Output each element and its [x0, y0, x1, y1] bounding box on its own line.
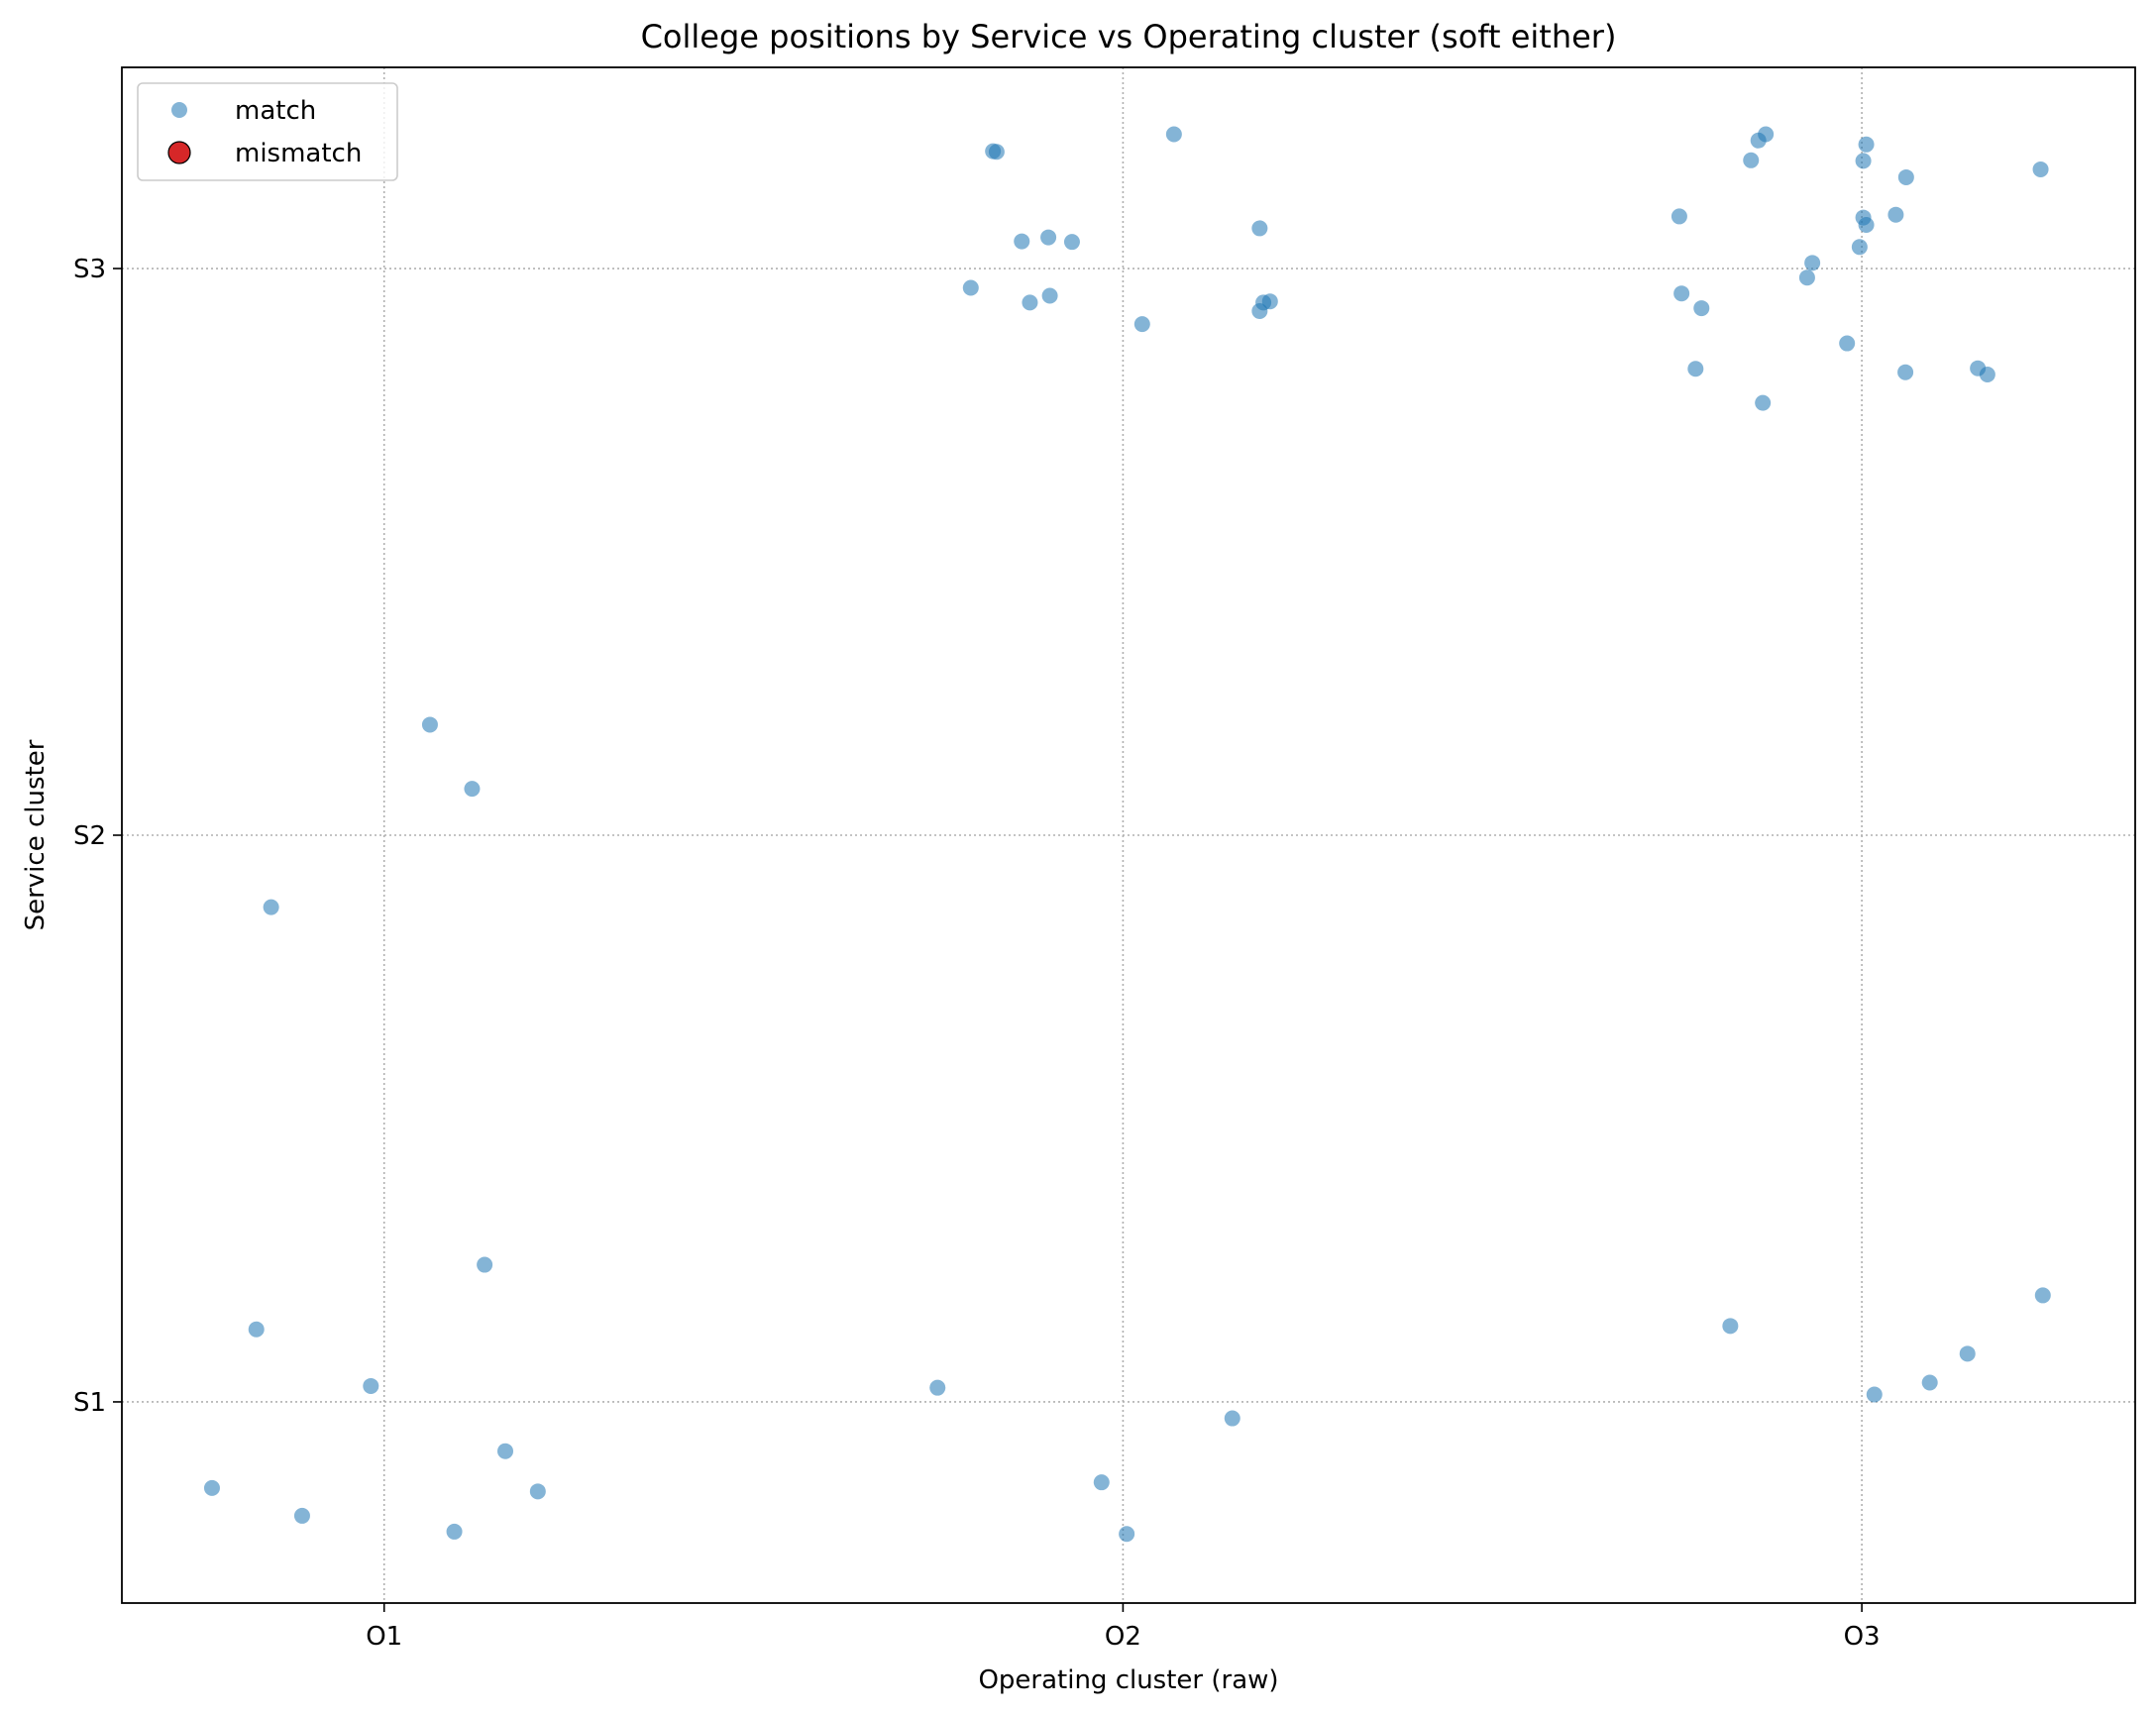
data-point-match — [988, 144, 1005, 161]
data-point-match — [1743, 152, 1760, 168]
data-point-match — [1858, 136, 1875, 153]
data-point-match — [446, 1523, 463, 1540]
data-point-match — [1866, 1386, 1883, 1403]
data-point-match — [1014, 233, 1030, 250]
data-point-match — [1041, 287, 1058, 304]
data-point-match — [2034, 1287, 2051, 1304]
data-point-match — [1755, 394, 1772, 411]
data-point-match — [1722, 1318, 1739, 1335]
data-point-match — [1758, 126, 1775, 143]
data-point-match — [1887, 206, 1904, 223]
data-point-match — [1165, 126, 1182, 143]
data-point-match — [1687, 361, 1704, 377]
data-point-match — [497, 1443, 514, 1459]
data-point-match — [1858, 217, 1875, 234]
grid-lines — [122, 67, 2135, 1603]
y-tick-label: S2 — [73, 821, 106, 851]
legend-label-match: match — [235, 96, 316, 126]
data-point-match — [1979, 367, 1995, 382]
legend: match mismatch — [137, 82, 398, 181]
y-tick-label: S1 — [73, 1388, 106, 1418]
data-point-match — [1693, 300, 1710, 317]
data-point-match — [1855, 153, 1872, 169]
legend-marker-mismatch — [167, 141, 191, 164]
x-tick-label: O3 — [1844, 1622, 1881, 1652]
data-point-match — [263, 899, 279, 915]
data-point-match — [1921, 1374, 1938, 1391]
data-point-match — [1093, 1474, 1110, 1491]
data-point-match — [464, 781, 481, 798]
data-point-match — [1022, 294, 1038, 311]
data-point-match — [1959, 1345, 1976, 1362]
data-point-match — [1224, 1410, 1240, 1427]
data-point-match — [529, 1483, 546, 1500]
legend-box — [137, 82, 398, 181]
data-point-match — [962, 279, 979, 296]
data-point-match — [2032, 161, 2049, 177]
x-axis-ticks: O1 O2 O3 — [366, 1603, 1881, 1652]
data-point-match — [203, 1479, 220, 1496]
data-point-match — [1673, 285, 1690, 302]
data-point-match — [1839, 335, 1856, 352]
y-axis-ticks: S1 S2 S3 — [73, 255, 122, 1418]
data-points — [203, 126, 2051, 1543]
data-point-match — [1897, 364, 1914, 380]
data-point-match — [1251, 220, 1268, 237]
data-point-match — [1897, 168, 1914, 185]
data-point-match — [477, 1256, 493, 1273]
legend-marker-match — [171, 102, 187, 118]
data-point-match — [1851, 239, 1868, 256]
data-point-match — [1133, 316, 1150, 333]
data-point-match — [248, 1321, 265, 1338]
data-point-match — [1798, 269, 1815, 286]
data-point-match — [929, 1379, 946, 1396]
x-tick-label: O1 — [366, 1622, 402, 1652]
data-point-match — [1804, 255, 1821, 271]
data-point-match — [1063, 234, 1080, 251]
chart-title: College positions by Service vs Operatin… — [641, 18, 1617, 55]
data-point-match — [1119, 1526, 1135, 1543]
data-point-match — [1040, 229, 1057, 246]
y-tick-label: S3 — [73, 255, 106, 284]
data-point-match — [1671, 208, 1687, 225]
data-point-match — [293, 1507, 310, 1524]
x-axis-label: Operating cluster (raw) — [978, 1665, 1278, 1695]
y-axis-label: Service cluster — [21, 739, 51, 930]
data-point-match — [421, 716, 438, 733]
data-point-match — [363, 1377, 379, 1394]
data-point-match — [1261, 293, 1278, 310]
x-tick-label: O2 — [1105, 1622, 1141, 1652]
legend-label-mismatch: mismatch — [235, 139, 362, 168]
